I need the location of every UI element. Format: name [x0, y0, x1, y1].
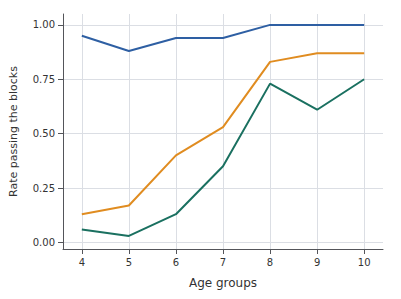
svg-text:9: 9	[314, 257, 320, 268]
svg-text:10: 10	[358, 257, 371, 268]
svg-text:6: 6	[173, 257, 179, 268]
svg-text:1.00: 1.00	[33, 19, 55, 30]
svg-text:8: 8	[267, 257, 273, 268]
svg-text:Age groups: Age groups	[189, 276, 257, 290]
svg-text:Rate passing the blocks: Rate passing the blocks	[7, 66, 20, 197]
svg-text:4: 4	[79, 257, 85, 268]
svg-text:0.75: 0.75	[33, 74, 55, 85]
svg-text:7: 7	[220, 257, 226, 268]
svg-text:0.00: 0.00	[33, 237, 55, 248]
svg-text:0.50: 0.50	[33, 128, 55, 139]
svg-text:0.25: 0.25	[33, 183, 55, 194]
svg-text:5: 5	[126, 257, 132, 268]
